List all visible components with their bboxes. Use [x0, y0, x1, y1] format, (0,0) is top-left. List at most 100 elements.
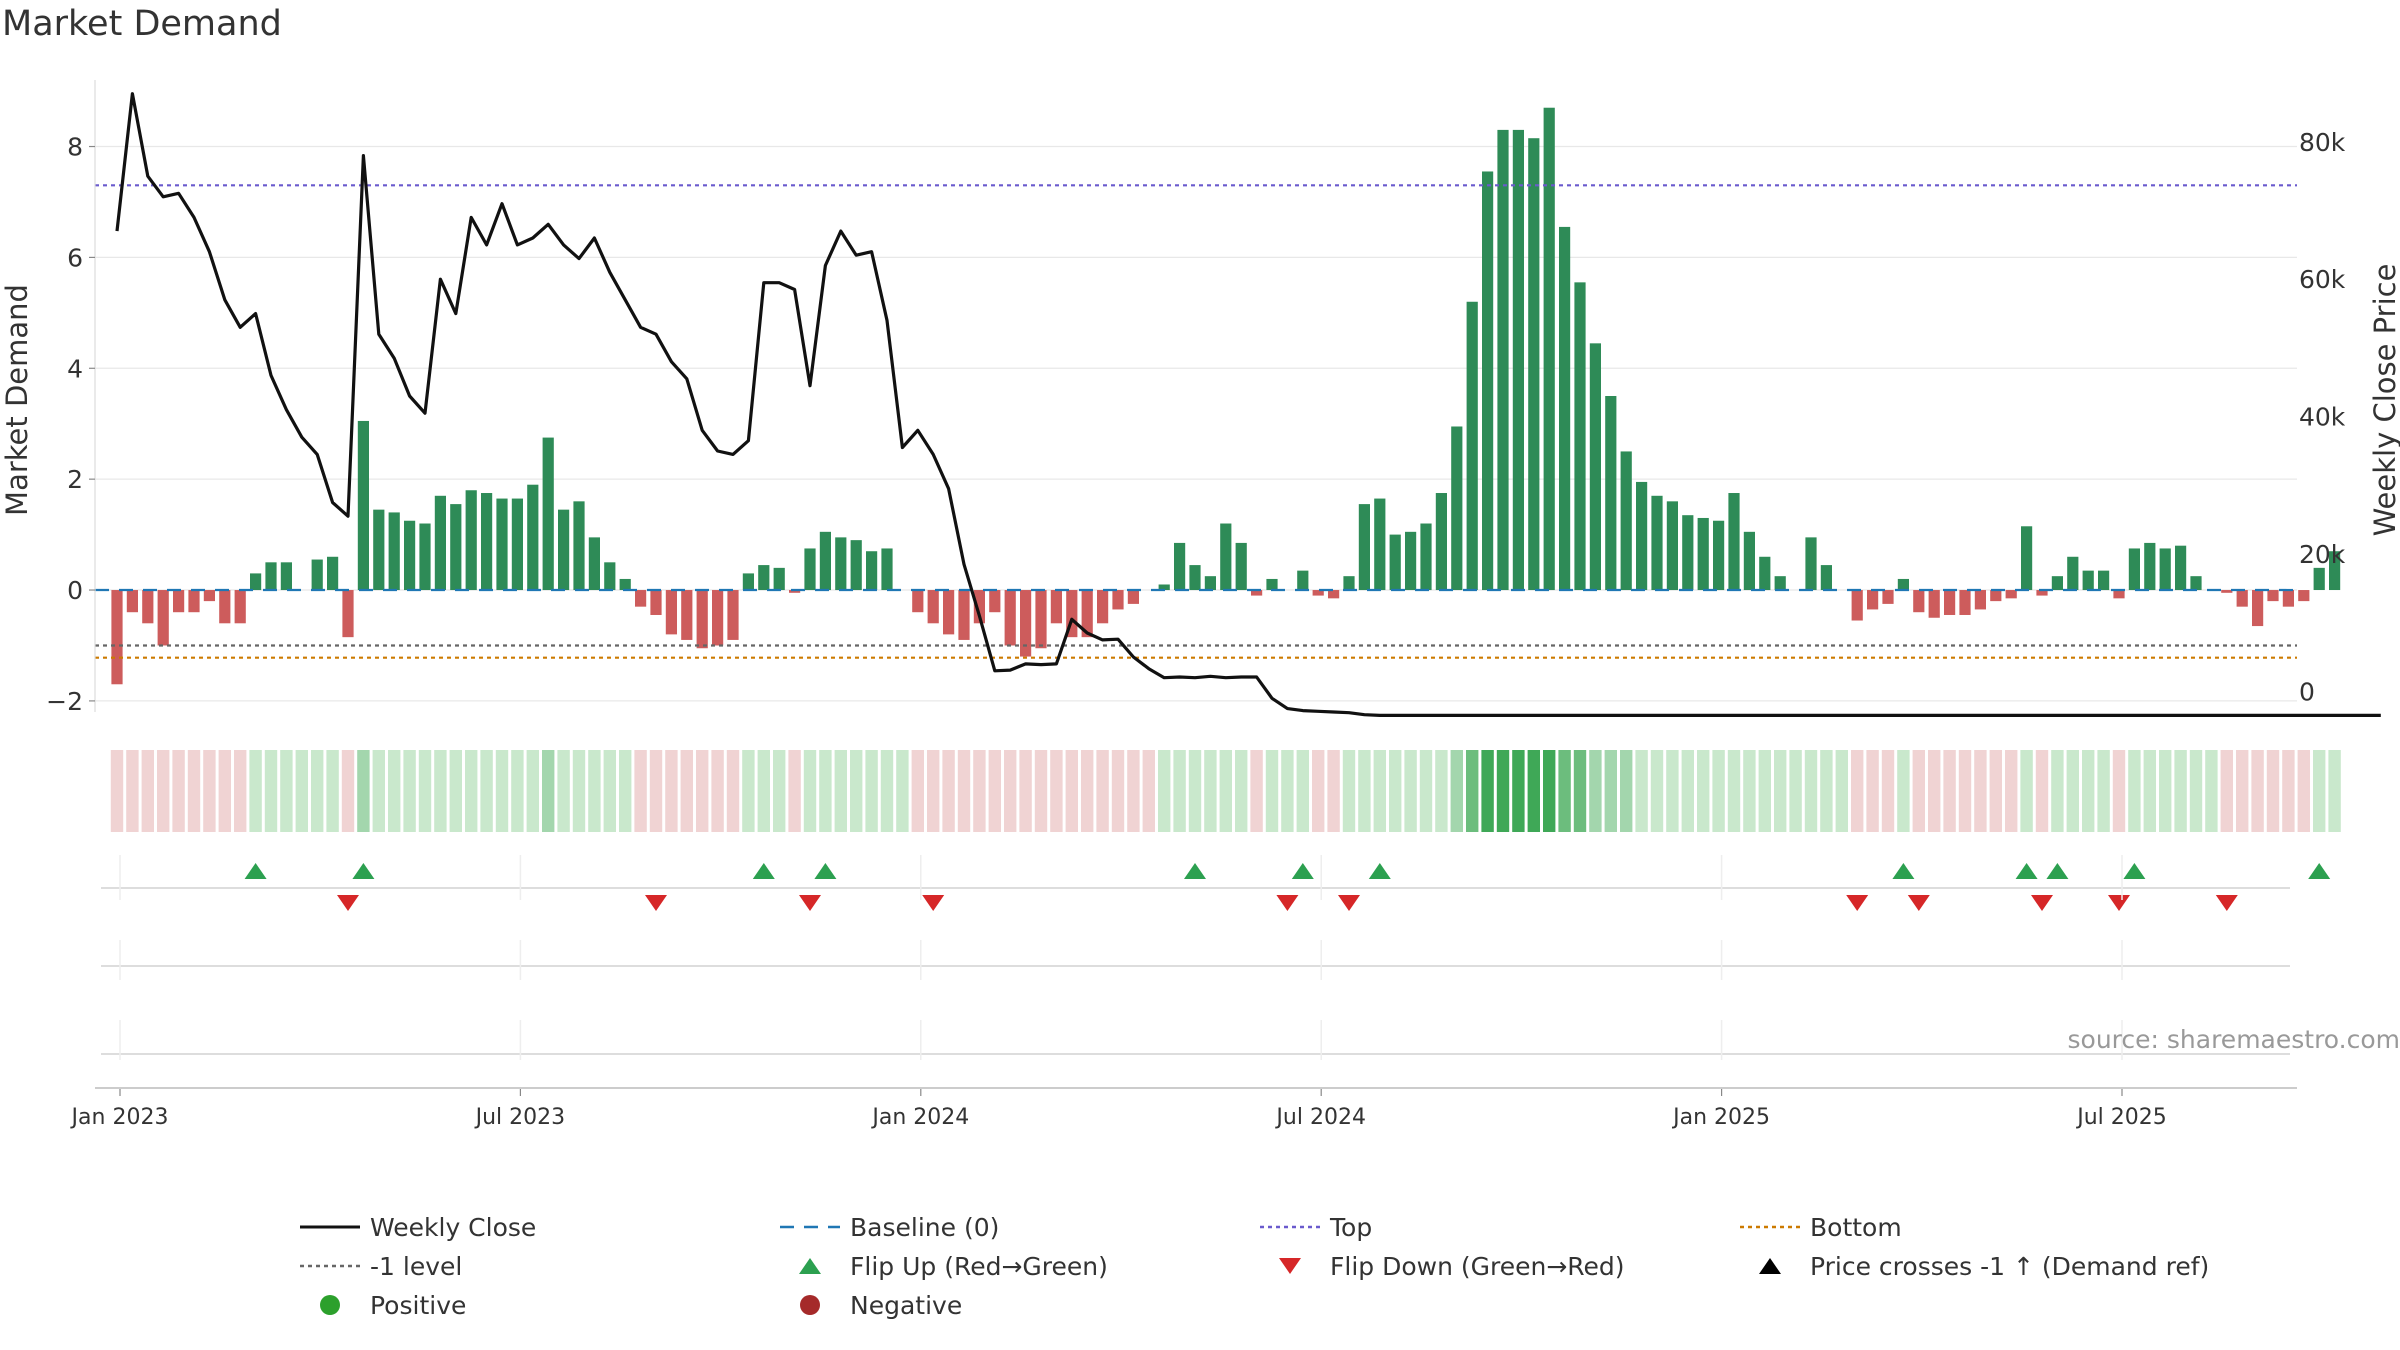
heat-cell	[880, 750, 894, 832]
demand-bar	[1651, 495, 1663, 591]
flip-markers	[244, 863, 2331, 911]
heat-cell	[557, 750, 570, 832]
legend-symbol-dotted-line	[1740, 1210, 1810, 1244]
flip-up-marker	[752, 863, 775, 879]
demand-bar	[2021, 526, 2033, 591]
legend-symbol-triangle-up	[780, 1249, 850, 1283]
demand-bar	[850, 540, 862, 591]
demand-bar	[1112, 590, 1124, 610]
x-axis-tick-label: Jul 2023	[474, 1105, 566, 1130]
heat-cell	[495, 750, 509, 832]
heat-cell	[1235, 750, 1248, 832]
demand-bar	[650, 590, 662, 615]
heat-cell	[126, 750, 139, 832]
demand-bar	[1389, 534, 1401, 591]
demand-bar	[2252, 590, 2264, 627]
demand-bar	[1066, 590, 1078, 638]
heat-cell	[742, 750, 755, 832]
demand-bar	[234, 590, 246, 624]
heat-cell	[326, 750, 339, 832]
legend-symbol-solid-line	[300, 1210, 370, 1244]
heat-cell	[2051, 750, 2064, 832]
heat-cell	[896, 750, 909, 832]
legend-label: Negative	[850, 1290, 963, 1320]
demand-bar	[681, 590, 693, 640]
flip-up-marker	[244, 863, 267, 879]
heat-cell	[2220, 750, 2233, 832]
heat-cell	[480, 750, 493, 832]
heat-cell	[1697, 750, 1710, 832]
flip-down-marker	[2215, 895, 2238, 911]
demand-bar	[1035, 590, 1047, 649]
demand-bar	[1990, 590, 2002, 602]
demand-bar	[1636, 481, 1648, 591]
flip-down-marker	[2108, 895, 2130, 911]
left-axis-title: Market Demand	[0, 284, 34, 516]
demand-bar	[527, 484, 539, 591]
heat-cell	[1450, 750, 1463, 832]
demand-bar	[265, 562, 277, 591]
heat-cell	[157, 750, 170, 832]
legend-label: Bottom	[1810, 1212, 1902, 1242]
heat-cell	[2097, 750, 2110, 832]
heat-cell	[280, 750, 293, 832]
heat-cell	[1327, 750, 1340, 832]
demand-bar	[927, 590, 939, 624]
demand-bar	[2128, 548, 2140, 591]
demand-bar	[989, 590, 1001, 613]
axes: −2 0 2 4 6 8 0 20k 40k 60k 80k Market Demand Weekly …	[0, 80, 2400, 1130]
heat-cell	[2112, 750, 2126, 832]
heat-cell	[1789, 750, 1802, 832]
x-axis-tick-label: Jan 2023	[70, 1105, 169, 1130]
demand-bar	[203, 590, 215, 602]
demand-bar	[2144, 542, 2156, 591]
heat-cell	[1373, 750, 1386, 832]
heat-cell	[1019, 750, 1032, 832]
demand-bar	[1728, 493, 1740, 591]
legend-label: Positive	[370, 1290, 467, 1320]
left-axis-tick-label: 6	[67, 243, 83, 272]
demand-bar	[1235, 542, 1247, 591]
demand-bar	[434, 495, 446, 591]
demand-bar	[573, 501, 585, 591]
heat-cell	[1666, 750, 1679, 832]
heat-cell	[172, 750, 185, 832]
demand-bar	[2082, 570, 2094, 591]
demand-bar	[2175, 545, 2187, 591]
legend-item-positive: Positive	[300, 1288, 466, 1322]
legend-label: Flip Up (Red→Green)	[850, 1251, 1108, 1281]
right-axis-tick-label: 20k	[2299, 540, 2346, 569]
legend: Weekly Close Baseline (0) Top Bottom -1 leve…	[300, 1210, 2300, 1340]
heat-cell	[218, 750, 231, 832]
heat-cell	[1604, 750, 1617, 832]
right-axis-tick-label: 60k	[2299, 265, 2346, 294]
legend-symbol-triangle-down	[1260, 1249, 1330, 1283]
demand-bar	[1127, 590, 1139, 604]
demand-bar	[2236, 590, 2248, 607]
heat-cell	[1466, 750, 1479, 832]
demand-bar	[357, 420, 369, 591]
demand-bar	[404, 520, 416, 591]
demand-bar	[1820, 565, 1832, 591]
heat-cell	[1419, 750, 1433, 832]
demand-bar	[1466, 301, 1478, 591]
demand-bar	[1928, 590, 1940, 618]
left-axis-tick-label: 2	[67, 465, 83, 494]
demand-bar	[1482, 171, 1494, 591]
demand-bar	[1220, 523, 1232, 591]
demand-bar	[1297, 570, 1309, 591]
demand-bar	[1420, 523, 1432, 591]
grid-layer	[95, 145, 2297, 702]
heat-cell	[680, 750, 693, 832]
demand-bar	[1944, 590, 1956, 615]
heat-cell	[511, 750, 524, 832]
heat-cell	[1158, 750, 1171, 832]
heat-cell	[1096, 750, 1109, 832]
demand-bar	[250, 573, 262, 591]
demand-bar	[1697, 517, 1709, 591]
heat-cell	[542, 750, 555, 832]
heat-cell	[773, 750, 786, 832]
heat-cell	[634, 750, 647, 832]
legend-label: Price crosses -1 ↑ (Demand ref)	[1810, 1251, 2210, 1281]
heat-cell	[1050, 750, 1063, 832]
